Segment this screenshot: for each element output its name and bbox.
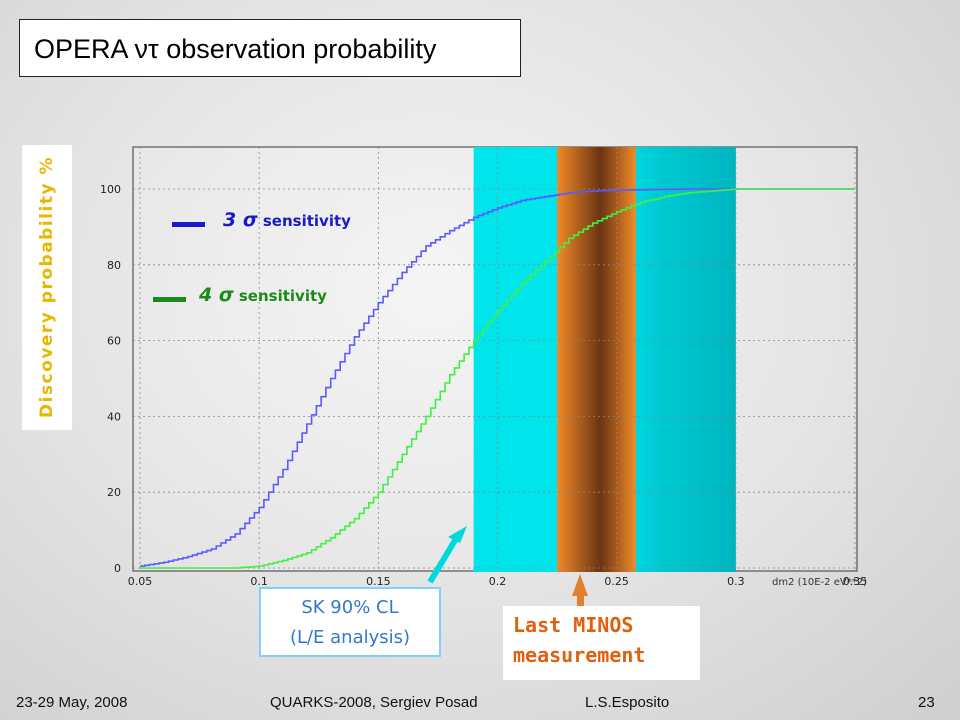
x-tick-label: 0.3 xyxy=(727,575,745,588)
x-tick-label: 0.2 xyxy=(489,575,507,588)
minos-arrow-shaft xyxy=(577,594,584,606)
legend-3sigma: 3 σ sensitivity xyxy=(223,209,351,231)
legend-3sigma-line xyxy=(172,222,205,227)
sk-line2: (L/E analysis) xyxy=(289,627,411,648)
sk-annotation: SK 90% CL (L/E analysis) xyxy=(259,587,441,657)
legend-3sigma-symbol: 3 σ xyxy=(223,209,258,231)
legend-3sigma-text: sensitivity xyxy=(262,212,351,230)
x-tick-label: 0.1 xyxy=(250,575,268,588)
sk-line1: SK 90% CL xyxy=(301,597,399,618)
x-tick-label: 0.05 xyxy=(128,575,153,588)
footer-page: 23 xyxy=(918,694,935,711)
minos-annotation: Last MINOS measurement xyxy=(503,606,700,680)
y-tick-label: 60 xyxy=(107,335,121,348)
legend-4sigma-line xyxy=(153,297,186,302)
y-tick-label: 80 xyxy=(107,259,121,272)
legend-4sigma-text: sensitivity xyxy=(238,287,327,305)
footer-date: 23-29 May, 2008 xyxy=(16,694,128,711)
minos-arrow xyxy=(572,574,588,596)
x-axis-label: dm2 (10E-2 eV**2) xyxy=(772,577,867,588)
minos-line1: Last MINOS xyxy=(513,613,634,637)
y-tick-label: 0 xyxy=(114,562,121,575)
x-tick-label: 0.25 xyxy=(604,575,629,588)
y-tick-label: 100 xyxy=(100,183,121,196)
slide-title: OPERA ντ observation probability xyxy=(19,19,521,77)
minos-line2: measurement xyxy=(513,643,646,667)
footer-author: L.S.Esposito xyxy=(585,694,670,711)
series-3sigma-line xyxy=(140,188,855,567)
legend-4sigma-symbol: 4 σ xyxy=(199,284,234,306)
x-tick-label: 0.15 xyxy=(366,575,391,588)
sk-arrow-shaft xyxy=(427,535,460,584)
x-tick-label: 0.35 xyxy=(843,575,868,588)
legend-4sigma: 4 σ sensitivity xyxy=(199,284,327,306)
y-axis-label-box xyxy=(22,145,72,430)
y-axis-label: Discovery probability % xyxy=(37,156,57,418)
y-tick-label: 40 xyxy=(107,410,121,423)
series-4sigma-line xyxy=(140,188,855,569)
band-minos xyxy=(557,147,636,572)
y-tick-label: 20 xyxy=(107,486,121,499)
footer-conference: QUARKS-2008, Sergiev Posad xyxy=(270,694,478,711)
